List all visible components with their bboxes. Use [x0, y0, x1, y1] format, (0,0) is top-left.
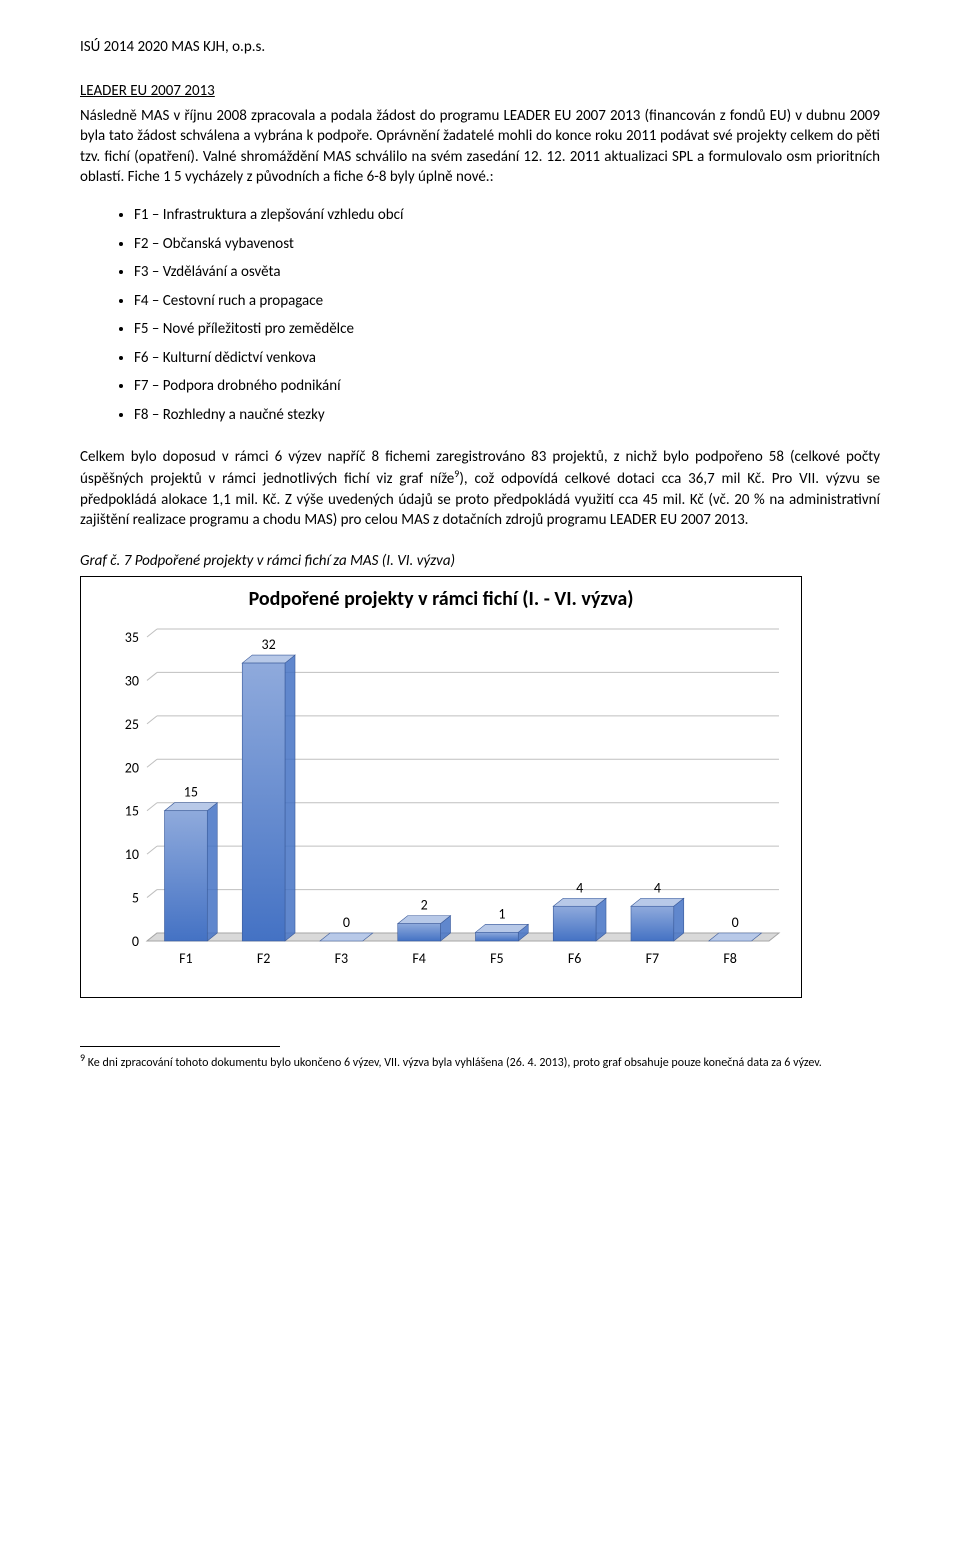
- list-item: F6 – Kulturní dědictví venkova: [134, 344, 880, 373]
- svg-text:5: 5: [132, 890, 139, 907]
- list-item: F7 – Podpora drobného podnikání: [134, 372, 880, 401]
- list-item: F2 – Občanská vybavenost: [134, 230, 880, 259]
- svg-text:F6: F6: [568, 950, 582, 967]
- svg-text:4: 4: [576, 879, 583, 896]
- svg-text:15: 15: [184, 784, 198, 801]
- svg-text:0: 0: [132, 933, 139, 950]
- footnote: 9 Ke dni zpracování tohoto dokumentu byl…: [80, 1051, 880, 1072]
- paragraph-summary: Celkem bylo doposud v rámci 6 výzev např…: [80, 447, 880, 530]
- svg-text:F1: F1: [179, 950, 193, 967]
- svg-text:F5: F5: [490, 950, 504, 967]
- svg-text:4: 4: [654, 879, 661, 896]
- svg-text:10: 10: [125, 846, 139, 863]
- svg-text:20: 20: [125, 759, 139, 776]
- svg-text:32: 32: [262, 636, 276, 653]
- page: ISÚ 2014 2020 MAS KJH, o.p.s. LEADER EU …: [0, 0, 960, 1112]
- fiche-list: F1 – Infrastruktura a zlepšování vzhledu…: [80, 201, 880, 429]
- svg-text:15: 15: [125, 803, 139, 820]
- svg-text:F3: F3: [335, 950, 349, 967]
- footnote-text: Ke dni zpracování tohoto dokumentu bylo …: [85, 1056, 822, 1070]
- svg-text:0: 0: [343, 914, 350, 931]
- list-item: F1 – Infrastruktura a zlepšování vzhledu…: [134, 201, 880, 230]
- svg-text:F4: F4: [412, 950, 426, 967]
- svg-text:35: 35: [125, 629, 139, 646]
- footnote-separator: [80, 1046, 280, 1047]
- svg-text:0: 0: [732, 914, 739, 931]
- chart-container: Podpořené projekty v rámci fichí (I. - V…: [80, 576, 802, 998]
- chart-plot: 0 5 10 15 20 25 30 35 15 F1 32 F2 0 F3 2 F4 1 F5 4 F6 4 F7 0 F8: [99, 625, 783, 981]
- chart-caption: Graf č. 7 Podpořené projekty v rámci fic…: [80, 552, 880, 570]
- svg-text:2: 2: [421, 897, 428, 914]
- svg-text:F2: F2: [257, 950, 271, 967]
- document-header: ISÚ 2014 2020 MAS KJH, o.p.s.: [80, 38, 880, 56]
- list-item: F3 – Vzdělávání a osvěta: [134, 258, 880, 287]
- svg-text:25: 25: [125, 716, 139, 733]
- section-title: LEADER EU 2007 2013: [80, 82, 880, 100]
- paragraph-intro: Následně MAS v říjnu 2008 zpracovala a p…: [80, 106, 880, 187]
- svg-text:F8: F8: [723, 950, 737, 967]
- chart-title: Podpořené projekty v rámci fichí (I. - V…: [81, 577, 801, 611]
- svg-text:30: 30: [125, 672, 139, 689]
- svg-text:F7: F7: [646, 950, 660, 967]
- svg-text:1: 1: [498, 905, 505, 922]
- list-item: F8 – Rozhledny a naučné stezky: [134, 401, 880, 430]
- list-item: F5 – Nové příležitosti pro zemědělce: [134, 315, 880, 344]
- list-item: F4 – Cestovní ruch a propagace: [134, 287, 880, 316]
